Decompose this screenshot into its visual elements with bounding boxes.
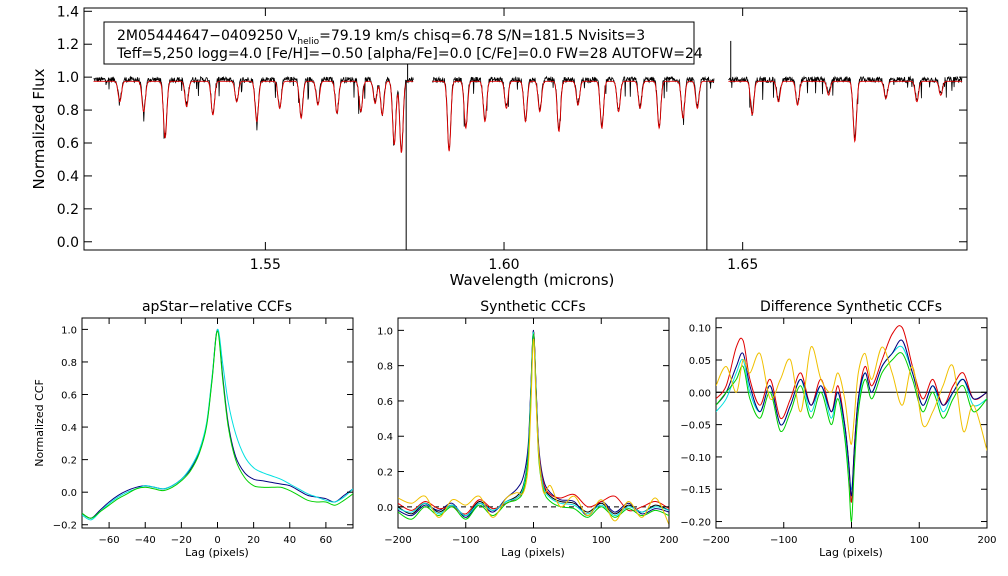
apstar-ccf-panel: apStar−relative CCFs −60 −40 −20 0 20 40 60 −0.…: [33, 299, 354, 559]
x-tick-label: 0: [530, 535, 536, 546]
apstar-ccf-y-label: Normalized CCF: [33, 379, 46, 467]
y-tick-label: 0.4: [377, 432, 393, 443]
x-tick-label: 200: [659, 535, 678, 546]
y-tick-label: 0.6: [61, 391, 77, 402]
y-tick-label: 0.4: [57, 169, 79, 185]
ccf-series-yellow: [716, 346, 987, 451]
spectrum-x-label: Wavelength (microns): [450, 271, 615, 289]
y-tick-label: 0.0: [377, 503, 393, 514]
y-tick-label: −0.05: [680, 421, 711, 432]
y-tick-label: 0.0: [57, 235, 79, 251]
observed-spectrum-segment: [728, 75, 963, 139]
x-tick-label: 40: [283, 535, 296, 546]
x-tick-label: −100: [770, 535, 797, 546]
ccf-series-blue: [82, 328, 353, 519]
y-tick-label: 1.0: [61, 325, 77, 336]
y-tick-label: −0.10: [680, 453, 711, 464]
ccf-series-green: [716, 352, 987, 523]
model-spectrum-segment: [93, 80, 414, 153]
model-spectrum-segment: [432, 80, 714, 152]
y-tick-label: −0.20: [680, 518, 711, 529]
y-tick-label: 0.6: [57, 136, 79, 152]
spectrum-axes-frame: [83, 7, 968, 251]
x-tick-label: −200: [702, 535, 729, 546]
ccf-series-cyan: [716, 345, 987, 490]
ccf-series-green: [82, 330, 353, 519]
y-tick-label: 0.8: [377, 362, 393, 373]
ccf-series-black: [398, 329, 669, 517]
y-tick-label: −0.2: [53, 521, 77, 532]
y-tick-label: 0.2: [377, 468, 393, 479]
difference-ccf-panel: Difference Synthetic CCFs −200 −100 0 100 20…: [680, 299, 996, 559]
x-tick-label: 20: [247, 535, 260, 546]
x-tick-label: 100: [592, 535, 611, 546]
y-tick-label: 1.0: [57, 70, 79, 86]
x-tick-label: 200: [977, 535, 996, 546]
y-tick-label: 0.0: [61, 488, 77, 499]
x-tick-label: −100: [452, 535, 479, 546]
x-tick-label: 60: [320, 535, 333, 546]
difference-ccf-title: Difference Synthetic CCFs: [760, 299, 942, 315]
ccf-series-yellow: [398, 338, 669, 525]
y-tick-label: 0.05: [689, 356, 711, 367]
y-tick-label: 0.2: [57, 202, 79, 218]
x-tick-label: −20: [171, 535, 192, 546]
y-tick-label: 1.0: [377, 326, 393, 337]
spectrum-panel: 1.55 1.60 1.65 0.0 0.2 0.4 0.6 0.8 1.0 1.2 1.4 2M0…: [30, 4, 968, 289]
apstar-ccf-title: apStar−relative CCFs: [142, 299, 292, 315]
difference-ccf-x-label: Lag (pixels): [819, 546, 883, 559]
ccf-series-blue: [716, 339, 987, 497]
y-tick-label: 0.6: [377, 397, 393, 408]
x-tick-label: 1.60: [488, 257, 519, 273]
y-tick-label: 0.10: [689, 324, 711, 335]
y-tick-label: 0.8: [57, 103, 79, 119]
x-tick-label: 1.55: [250, 257, 281, 273]
synthetic-ccf-panel: Synthetic CCFs −200 −100 0 100 200 0.0 0.2 0.4 0…: [377, 299, 678, 559]
spectrum-y-label: Normalized Flux: [30, 68, 48, 189]
x-tick-label: −200: [384, 535, 411, 546]
x-tick-label: −40: [135, 535, 156, 546]
y-tick-label: −0.15: [680, 485, 711, 496]
y-tick-label: 0.2: [61, 456, 77, 467]
info-line-1: 2M05444647−0409250 Vhelio=79.19 km/s chi…: [117, 28, 645, 47]
y-tick-label: 0.4: [61, 423, 77, 434]
ccf-series-cyan: [82, 328, 353, 521]
info-line-2: Teff=5,250 logg=4.0 [Fe/H]=−0.50 [alpha/…: [116, 46, 703, 62]
synthetic-ccf-x-label: Lag (pixels): [501, 546, 565, 559]
x-tick-label: 0: [848, 535, 854, 546]
y-tick-label: 1.4: [57, 4, 79, 20]
info-box: [103, 21, 695, 65]
model-spectrum-segment: [728, 80, 963, 143]
x-tick-label: 0: [214, 535, 220, 546]
difference-ccf-axes-frame: [715, 317, 988, 529]
synthetic-ccf-title: Synthetic CCFs: [480, 299, 585, 315]
ccf-series-blue: [398, 329, 669, 518]
synthetic-ccf-axes-frame: [397, 317, 670, 529]
x-tick-label: 1.65: [727, 257, 758, 273]
y-tick-label: 0.8: [61, 358, 77, 369]
y-tick-label: 1.2: [57, 37, 79, 53]
x-tick-label: −60: [99, 535, 120, 546]
apstar-ccf-x-label: Lag (pixels): [185, 546, 249, 559]
y-tick-label: 0.00: [689, 388, 711, 399]
observed-spectrum-segment: [432, 75, 715, 149]
ccf-series-red: [398, 331, 669, 515]
x-tick-label: 100: [910, 535, 929, 546]
ccf-series-green: [398, 333, 669, 520]
ccf-series-cyan: [398, 331, 669, 517]
